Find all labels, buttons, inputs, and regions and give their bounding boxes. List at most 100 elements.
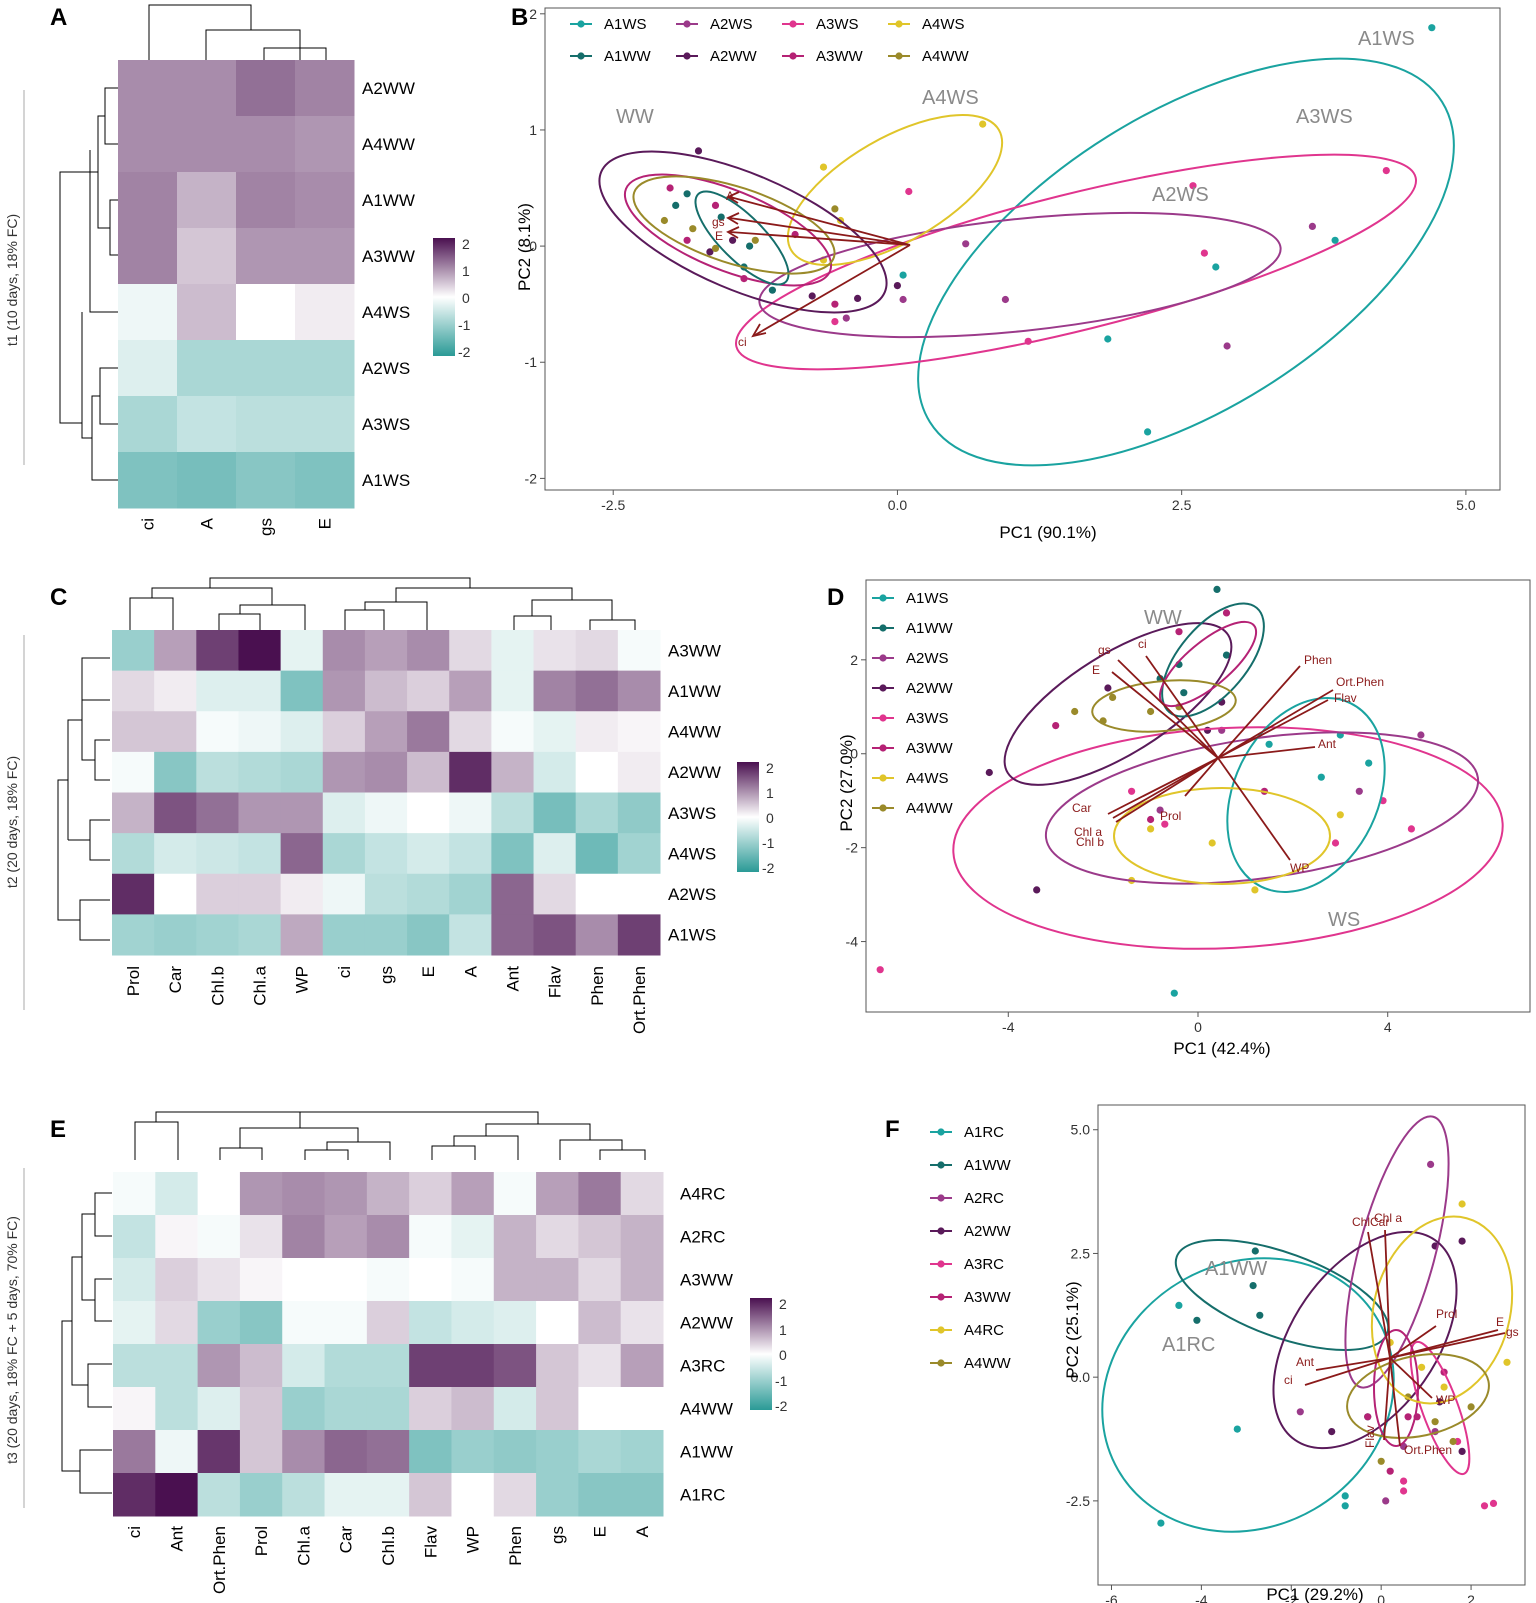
data-point-a3ws [1200, 249, 1208, 257]
heatmap-cell [154, 711, 197, 753]
arrow-ci [1304, 1357, 1391, 1386]
arrow-wp [1217, 757, 1291, 861]
legend-dot [937, 1128, 945, 1136]
heatmap-cell [533, 833, 577, 875]
arrow-label-ortphen: Flav [1363, 1425, 1377, 1448]
ellipse-a2rc [1344, 1115, 1450, 1389]
heatmap-cell [196, 751, 239, 794]
data-point-a1ws [1428, 24, 1436, 32]
heatmap-col-label: Chl.a [251, 965, 270, 1005]
heatmap-cell [197, 1258, 241, 1302]
heatmap-cell [449, 873, 492, 915]
heatmap-row-label: A1WS [668, 926, 716, 945]
heatmap-cell [113, 1430, 156, 1474]
heatmap-cell [364, 670, 408, 712]
heatmap-cell [155, 1172, 199, 1216]
y-tick-label: -4 [846, 934, 859, 950]
arrow-label-ant: Ant [1296, 1355, 1315, 1369]
arrow-label-e: E [715, 229, 723, 243]
heatmap-cell [236, 452, 296, 509]
heatmap-cell [295, 116, 355, 173]
data-point-a1ws [1331, 236, 1339, 244]
heatmap-cell [620, 1258, 664, 1302]
data-point-a2ws [1223, 342, 1231, 350]
data-point-a2ws [1156, 806, 1164, 814]
heatmap-cell [409, 1430, 452, 1474]
heatmap-cell [238, 873, 282, 915]
heatmap-cell [451, 1473, 495, 1517]
data-point-a3ww [683, 236, 691, 244]
heatmap-cell [578, 1387, 622, 1431]
data-point-a3ws [1331, 839, 1340, 847]
ellipse-a4rc [1370, 1215, 1514, 1405]
heatmap-cell [177, 172, 237, 229]
dendrogram-a-cols [148, 4, 327, 60]
heatmap-col-label: WP [464, 1526, 483, 1553]
arrow-label-ci: ci [1284, 1373, 1293, 1387]
heatmap-cell [280, 670, 324, 712]
legend-dot [683, 52, 691, 60]
heatmap-cell [409, 1258, 452, 1302]
heatmap-cell [236, 228, 296, 285]
data-point-a2ws [962, 240, 970, 248]
data-point-a1ww [768, 286, 777, 294]
ellipse-a3ww [623, 173, 833, 287]
panel-letter-e: E [50, 1116, 66, 1143]
heatmap-cell [118, 284, 178, 341]
heatmap-cell [196, 873, 239, 915]
legend-label: A3WW [906, 740, 954, 757]
y-axis-title-b: PC2 (8.1%) [515, 203, 534, 291]
heatmap-cell [493, 1258, 537, 1302]
data-point-a4ww [1377, 1457, 1385, 1465]
heatmap-cell [113, 1473, 156, 1517]
dendrogram-c-cols [129, 577, 636, 630]
arrow-e [729, 231, 911, 246]
heatmap-cell [236, 172, 296, 229]
data-point-a2ws [1001, 295, 1010, 304]
legend-label: A2WW [906, 680, 954, 697]
legend-label: A2WS [906, 650, 949, 667]
heatmap-row-label: A1WW [680, 1443, 733, 1462]
data-point-a2ww [1458, 1237, 1466, 1245]
heatmap-cell [451, 1258, 495, 1302]
data-point-a3ws [876, 966, 884, 974]
heatmap-cell [364, 630, 408, 672]
arrow-ortphen [1217, 689, 1334, 759]
heatmap-cell [617, 792, 661, 834]
heatmap-cell [533, 914, 577, 956]
heatmap-cell [196, 711, 239, 753]
legend-label: A2WW [964, 1223, 1012, 1240]
data-point-a3ws [1128, 787, 1136, 795]
data-point-a4ww [1147, 707, 1155, 716]
heatmap-cell [239, 1430, 283, 1474]
heatmap-col-label: Chl.b [208, 966, 227, 1006]
arrow-ci [1145, 655, 1219, 759]
legend-dot [937, 1260, 945, 1268]
heatmap-cell [154, 630, 197, 672]
data-point-a3rc [1400, 1477, 1408, 1485]
legend-dot [937, 1227, 945, 1235]
data-point-a1ww [672, 201, 680, 209]
heatmap-cell [295, 60, 355, 117]
heatmap-cell [620, 1387, 664, 1431]
x-axis-title-f: PC1 (29.2%) [1266, 1585, 1363, 1603]
heatmap-cell [322, 914, 366, 956]
data-point-a2ww [1203, 726, 1212, 734]
heatmap-cell [196, 792, 239, 834]
data-point-a2ww [729, 236, 737, 244]
heatmap-row-label: A2RC [680, 1228, 725, 1247]
heatmap-cell [177, 60, 237, 117]
data-point-a1ww [1251, 1247, 1259, 1255]
heatmap-e: A4RC A2RC A3WW A2WW A3RC A4WW A1WW A1RC ci Ant Ort… [113, 1172, 733, 1594]
arrow-prol [1184, 757, 1219, 797]
heatmap-cell [536, 1215, 579, 1259]
data-point-a2rc [1382, 1497, 1390, 1505]
ellipse-a4ww [1346, 1353, 1490, 1439]
y-tick-label: -2.5 [1066, 1493, 1090, 1509]
arrow-label-gs: gs [712, 215, 725, 229]
heatmap-cell [617, 873, 661, 915]
heatmap-cell [282, 1258, 326, 1302]
heatmap-cell [324, 1387, 368, 1431]
heatmap-cell [238, 833, 282, 875]
arrow-label-flav: Flav [1334, 691, 1357, 705]
